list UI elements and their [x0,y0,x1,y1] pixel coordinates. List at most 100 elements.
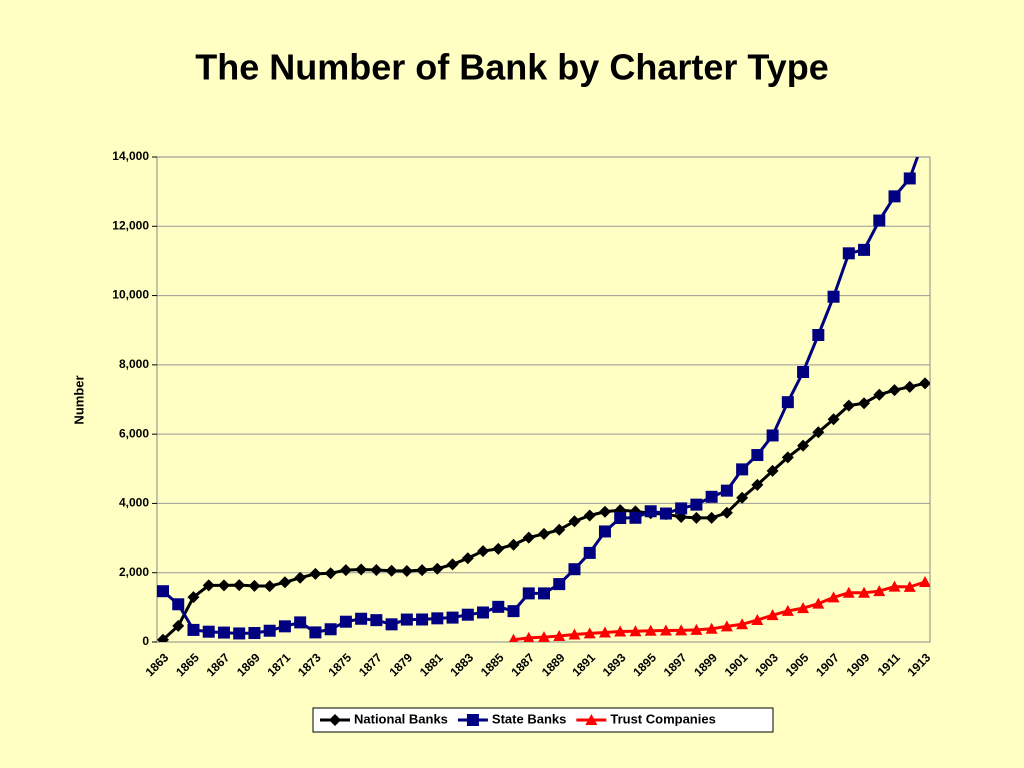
marker [812,597,825,609]
marker [751,478,764,491]
marker [842,586,855,598]
marker [339,564,352,577]
marker [416,564,429,577]
legend [312,707,774,733]
marker [157,633,169,642]
marker [507,605,520,618]
marker [400,565,413,578]
marker [583,509,596,522]
marker [888,384,901,397]
marker [248,627,261,640]
marker [568,515,581,528]
y-tick-label: 2,000 [119,565,149,579]
marker [553,578,566,591]
marker [538,631,550,642]
marker [598,505,611,518]
marker [329,714,341,726]
marker [263,624,276,637]
marker [766,464,779,477]
y-tick-label: 6,000 [119,426,149,440]
marker [202,579,215,592]
marker [797,439,810,452]
marker [842,399,855,412]
marker [583,546,596,559]
plot [157,157,930,642]
marker [873,388,886,401]
marker [614,625,627,637]
marker [509,633,519,642]
marker [583,627,596,639]
marker [416,613,429,626]
marker [523,631,535,642]
marker [309,567,322,580]
marker [446,558,459,571]
marker [827,591,840,603]
marker [675,502,688,515]
marker [797,602,810,614]
marker [629,625,642,637]
marker [538,587,550,600]
y-tick-label: 4,000 [119,496,149,510]
marker [385,618,398,631]
marker [827,290,840,303]
marker [233,579,246,592]
marker [629,511,642,524]
marker [461,608,474,621]
legend-label: State Banks [492,711,566,726]
marker [598,525,611,538]
marker [172,619,185,632]
marker [842,247,855,260]
marker [903,172,916,185]
marker [812,426,825,439]
marker [858,586,871,598]
marker [781,396,794,409]
marker [644,505,657,518]
marker [355,563,368,576]
marker [675,510,688,523]
marker [736,618,749,630]
marker [720,506,733,519]
marker [751,449,764,462]
marker [598,626,611,638]
marker [781,604,794,616]
marker [522,587,535,600]
marker [538,527,550,540]
marker [690,498,703,511]
marker [827,413,840,426]
marker [324,567,337,580]
marker [431,612,444,625]
marker [461,552,474,565]
marker [766,429,779,442]
y-tick-label: 12,000 [112,218,149,232]
marker [522,531,535,544]
marker [736,463,749,476]
y-tick-label: 8,000 [119,357,149,371]
grid [157,156,930,643]
marker [446,611,459,624]
marker [477,545,490,558]
marker [705,511,718,524]
chart-title: The Number of Bank by Charter Type [195,47,828,88]
marker [690,623,703,635]
y-tick-label: 0 [142,634,149,648]
marker [466,714,479,726]
marker [858,243,871,256]
marker [233,627,246,640]
marker [324,623,337,636]
marker [400,613,413,626]
marker [477,606,490,619]
marker [248,579,261,592]
marker [370,564,383,577]
series-line [513,580,926,642]
marker [355,612,368,625]
marker [903,580,916,592]
marker [431,562,444,575]
marker [217,579,230,592]
marker [294,616,307,629]
marker [751,614,764,626]
marker [644,624,657,636]
marker [385,564,398,577]
marker [720,620,733,632]
marker [263,580,276,593]
